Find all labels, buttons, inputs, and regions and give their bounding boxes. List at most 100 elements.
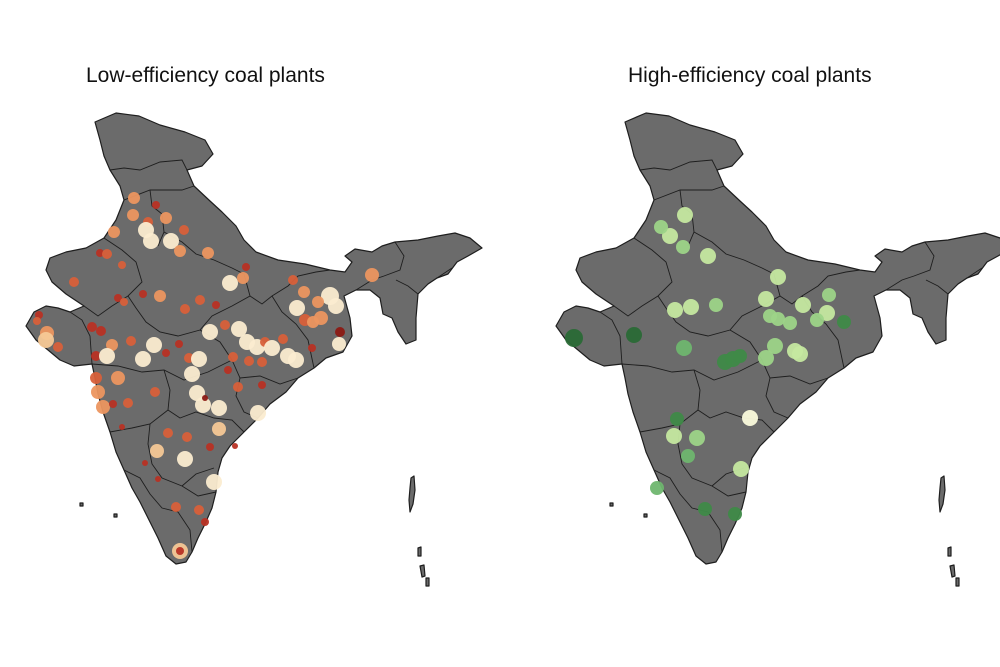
coal-plant-marker [650,481,664,495]
india-map-high-efficiency [555,112,1000,587]
nicobar-islands [417,546,430,587]
coal-plant-marker [179,225,189,235]
coal-plant-marker [689,430,705,446]
coal-plant-marker [242,263,250,271]
coal-plant-marker [244,356,254,366]
coal-plant-marker [96,249,104,257]
coal-plant-marker [224,366,232,374]
coal-plant-marker [212,301,220,309]
coal-plant-marker [257,357,267,367]
low-efficiency-map-panel: Low-efficiency coal plants [25,64,483,587]
coal-plant-marker [174,245,186,257]
coal-plant-marker [184,366,200,382]
coal-plant-marker [96,326,106,336]
coal-plant-marker [795,297,811,313]
coal-plant-marker [258,381,266,389]
coal-plant-marker [180,304,190,314]
coal-plant-marker [771,312,785,326]
coal-plant-marker [150,387,160,397]
coal-plant-marker [202,395,208,401]
coal-plant-marker [154,290,166,302]
coal-plant-marker [676,340,692,356]
coal-plant-marker [87,322,97,332]
coal-plant-marker [211,400,227,416]
coal-plant-marker [202,324,218,340]
coal-plant-marker [212,422,226,436]
coal-plant-marker [237,272,249,284]
state-borders [69,159,453,553]
coal-plant-marker [106,339,118,351]
coal-plant-marker [220,320,230,330]
coal-plant-marker [250,405,266,421]
high-efficiency-map-panel: High-efficiency coal plants [530,0,1000,667]
coal-plant-marker [177,451,193,467]
coal-plant-marker [142,460,148,466]
coal-plant-marker [767,338,783,354]
coal-plant-marker [308,344,316,352]
coal-plant-marker [758,350,774,366]
high-efficiency-title: High-efficiency coal plants [628,64,872,87]
coal-plant-marker [108,226,120,238]
coal-plant-marker [206,443,214,451]
india-map-low-efficiency [25,112,483,587]
coal-plant-marker [126,336,136,346]
coal-plant-marker [91,385,105,399]
coal-plant-marker [114,294,122,302]
coal-plant-marker [38,332,54,348]
coal-plant-marker [709,298,723,312]
andaman-islands [408,475,416,513]
coal-plant-marker [194,505,204,515]
coal-plant-marker [232,443,238,449]
coal-plant-marker [206,474,222,490]
coal-plant-marker [128,192,140,204]
andaman-islands [938,475,946,513]
coal-plant-marker [288,352,304,368]
coal-plant-marker [332,337,346,351]
coal-plant-marker [191,351,207,367]
coal-plant-marker [120,298,128,306]
coal-plant-marker [700,248,716,264]
coal-plant-marker [676,240,690,254]
coal-plant-marker [837,315,851,329]
coal-plant-marker [150,444,164,458]
coal-plant-marker [202,247,214,259]
coal-plant-marker [119,424,125,430]
coal-plant-marker [155,476,161,482]
india-mainland [555,112,1000,565]
coal-plant-marker [667,302,683,318]
lakshadweep-islands [609,502,648,518]
coal-plant-marker [335,327,345,337]
coal-plant-marker [90,372,102,384]
coal-plant-marker [33,317,41,325]
coal-plant-marker [328,298,344,314]
coal-plant-marker [365,268,379,282]
coal-plant-marker [96,400,110,414]
coal-plant-marker [698,502,712,516]
low-efficiency-plant-markers [33,192,379,559]
coal-plant-marker [683,299,699,315]
low-efficiency-title: Low-efficiency coal plants [86,64,325,87]
coal-plant-marker [228,352,238,362]
coal-plant-marker [195,295,205,305]
coal-plant-marker [163,233,179,249]
coal-plant-marker [231,321,247,337]
coal-plant-marker [160,212,172,224]
coal-plant-marker [288,275,298,285]
coal-plant-marker [91,351,101,361]
coal-plant-marker [139,290,147,298]
coal-plant-marker [626,327,642,343]
coal-plant-marker [810,313,824,327]
coal-plant-marker [163,428,173,438]
coal-plant-marker [770,269,786,285]
coal-plant-marker [143,233,159,249]
coal-plant-marker [195,397,211,413]
coal-plant-marker [733,349,747,363]
high-efficiency-plant-markers [565,207,851,521]
coal-plant-marker [312,296,324,308]
coal-plant-marker [264,340,280,356]
coal-plant-marker [783,316,797,330]
coal-plant-marker [733,461,749,477]
coal-plant-marker [233,382,243,392]
coal-plant-marker [189,385,205,401]
coal-plant-marker [176,547,184,555]
